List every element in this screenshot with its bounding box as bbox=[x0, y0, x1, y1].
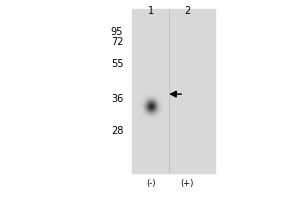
Text: 1: 1 bbox=[148, 6, 154, 16]
Text: 55: 55 bbox=[111, 59, 123, 69]
Bar bbox=[132, 9, 215, 173]
Text: 95: 95 bbox=[111, 27, 123, 37]
Text: 72: 72 bbox=[111, 37, 123, 47]
Text: (-): (-) bbox=[147, 179, 156, 188]
Text: 2: 2 bbox=[184, 6, 190, 16]
Text: 36: 36 bbox=[111, 94, 123, 104]
Text: (+): (+) bbox=[181, 179, 194, 188]
Text: 28: 28 bbox=[111, 126, 123, 136]
